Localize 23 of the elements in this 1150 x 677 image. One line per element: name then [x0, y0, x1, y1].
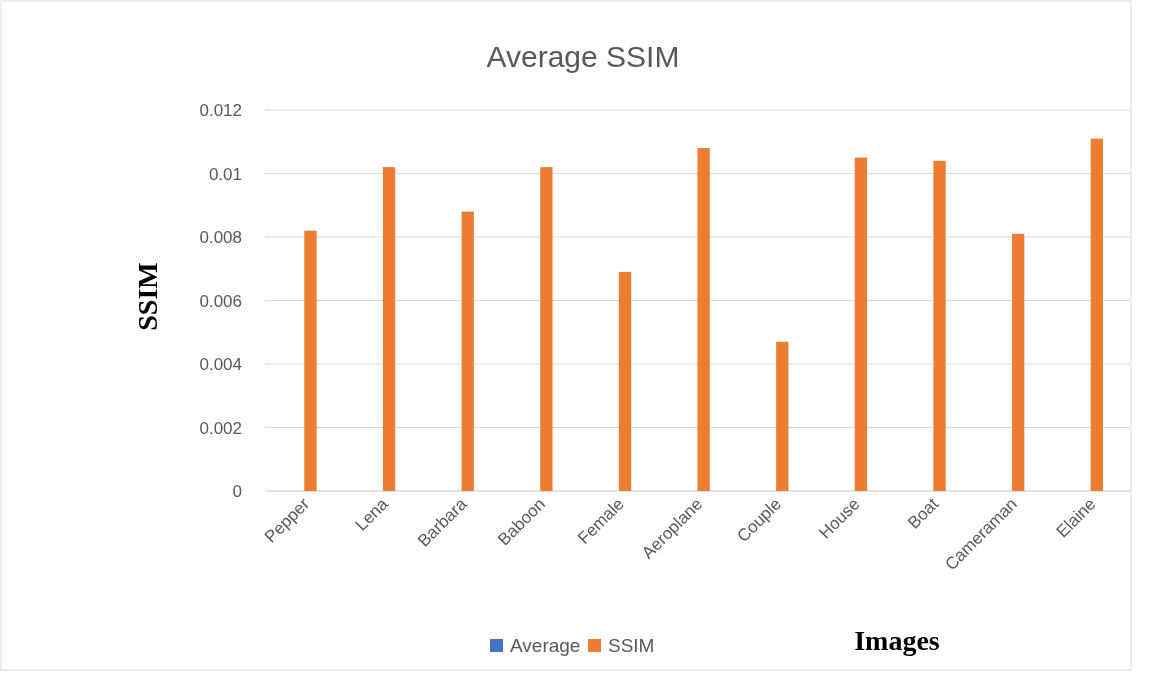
y-tick-label: 0.002 — [199, 418, 242, 438]
bar — [854, 157, 868, 491]
y-tick-label: 0.01 — [208, 164, 242, 184]
x-axis-title: Images — [854, 625, 940, 656]
y-tick-label: 0.006 — [199, 291, 242, 311]
legend-label: Average — [510, 635, 581, 656]
bar — [776, 341, 789, 491]
bar — [540, 167, 553, 491]
bar — [461, 211, 474, 491]
bar — [618, 271, 632, 491]
bar — [697, 148, 710, 491]
y-tick-label: 0.004 — [199, 355, 242, 374]
y-tick-label: 0 — [232, 482, 242, 501]
chart-title: Average SSIM — [486, 40, 680, 73]
bar — [1012, 233, 1025, 491]
bar — [304, 230, 317, 491]
y-tick-label: 0.012 — [199, 101, 242, 120]
y-axis-title: SSIM — [132, 262, 163, 331]
y-tick-label: 0.008 — [199, 228, 242, 247]
bar — [1090, 138, 1103, 491]
legend-label: SSIM — [608, 635, 655, 656]
bar — [382, 167, 396, 491]
bar — [933, 160, 946, 491]
